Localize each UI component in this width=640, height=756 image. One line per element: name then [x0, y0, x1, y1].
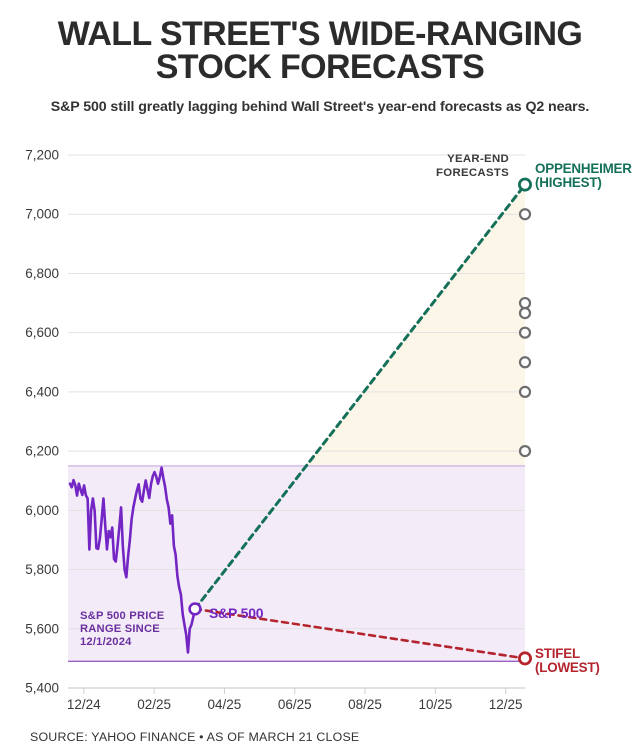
y-gridlines [68, 154, 525, 689]
annotation-year-end-forecasts: YEAR-END FORECASTS [436, 153, 509, 179]
forecast-dot-lowest [518, 651, 533, 666]
y-axis-tick-label: 5,800 [25, 562, 59, 577]
header: WALL STREET'S WIDE-RANGING STOCK FORECAS… [0, 0, 640, 115]
forecast-dot [518, 296, 532, 310]
source-note: SOURCE: YAHOO FINANCE • AS OF MARCH 21 C… [30, 730, 360, 744]
forecast-line-chart: 5,400 5,600 5,800 6,000 6,200 6,400 6,600 6,800… [25, 148, 632, 713]
forecast-dot [518, 326, 532, 339]
forecast-dot [518, 385, 532, 398]
oppenheimer-label-line1: OPPENHEIMER [535, 161, 632, 176]
y-axis-tick-label: 5,400 [25, 681, 59, 696]
sp500-price-line [68, 466, 197, 654]
oppenheimer-label-line2: (HIGHEST) [535, 175, 602, 190]
x-axis-tick-label: 12/24 [67, 697, 101, 712]
stifel-forecast-path [193, 607, 527, 660]
year-end-forecast-dots [518, 177, 533, 666]
chart-container: 5,400 5,600 5,800 6,000 6,200 6,400 6,600 6,800… [0, 132, 640, 722]
year-end-forecasts-line2: FORECASTS [436, 167, 509, 179]
x-axis-tick-label: 08/25 [348, 697, 382, 712]
year-end-forecasts-line1: YEAR-END [447, 153, 509, 165]
page-title: WALL STREET'S WIDE-RANGING STOCK FORECAS… [57, 15, 583, 87]
y-axis-labels: 5,400 5,600 5,800 6,000 6,200 6,400 6,600 6,800… [25, 148, 59, 696]
y-axis-tick-label: 6,600 [25, 325, 59, 340]
forecast-dot [518, 356, 532, 369]
x-axis-tick-label: 10/25 [418, 697, 452, 712]
forecast-dot-highest [518, 177, 533, 192]
stifel-label-line2: (LOWEST) [535, 660, 600, 675]
x-axis-tick-label: 02/25 [137, 697, 171, 712]
forecast-dot [518, 445, 532, 458]
sp500-current-marker [188, 602, 202, 616]
y-axis-tick-label: 5,600 [25, 621, 59, 636]
y-axis-tick-label: 6,800 [25, 266, 59, 281]
x-axis-tick-label: 12/25 [489, 697, 523, 712]
y-axis-tick-label: 6,000 [25, 503, 59, 518]
x-axis-tickmarks [83, 688, 507, 694]
forecast-dot [518, 307, 532, 320]
label-oppenheimer: OPPENHEIMER (HIGHEST) [535, 161, 632, 190]
forecast-dot [518, 208, 532, 221]
stifel-label-line1: STIFEL [535, 646, 580, 661]
page-subtitle: S&P 500 still greatly lagging behind Wal… [50, 98, 590, 115]
y-axis-tick-label: 7,200 [25, 148, 59, 163]
range-note-line1: S&P 500 PRICE [80, 610, 165, 622]
annotation-sp500-range-note: S&P 500 PRICE RANGE SINCE 12/1/2024 [80, 610, 165, 648]
x-axis-tick-label: 06/25 [278, 697, 312, 712]
y-axis-tick-label: 6,400 [25, 384, 59, 399]
label-stifel: STIFEL (LOWEST) [535, 646, 600, 675]
range-note-line3: 12/1/2024 [80, 636, 132, 648]
x-axis-labels: 12/24 02/25 04/25 06/25 08/25 10/25 12/25 [67, 697, 523, 712]
shaded-bands [68, 184, 525, 663]
x-axis-tick-label: 04/25 [208, 697, 242, 712]
range-note-line2: RANGE SINCE [80, 623, 160, 635]
y-axis-tick-label: 7,000 [25, 207, 59, 222]
sp500-series-label: S&P 500 [209, 605, 264, 621]
oppenheimer-forecast-path [193, 183, 527, 611]
y-axis-tick-label: 6,200 [25, 444, 59, 459]
